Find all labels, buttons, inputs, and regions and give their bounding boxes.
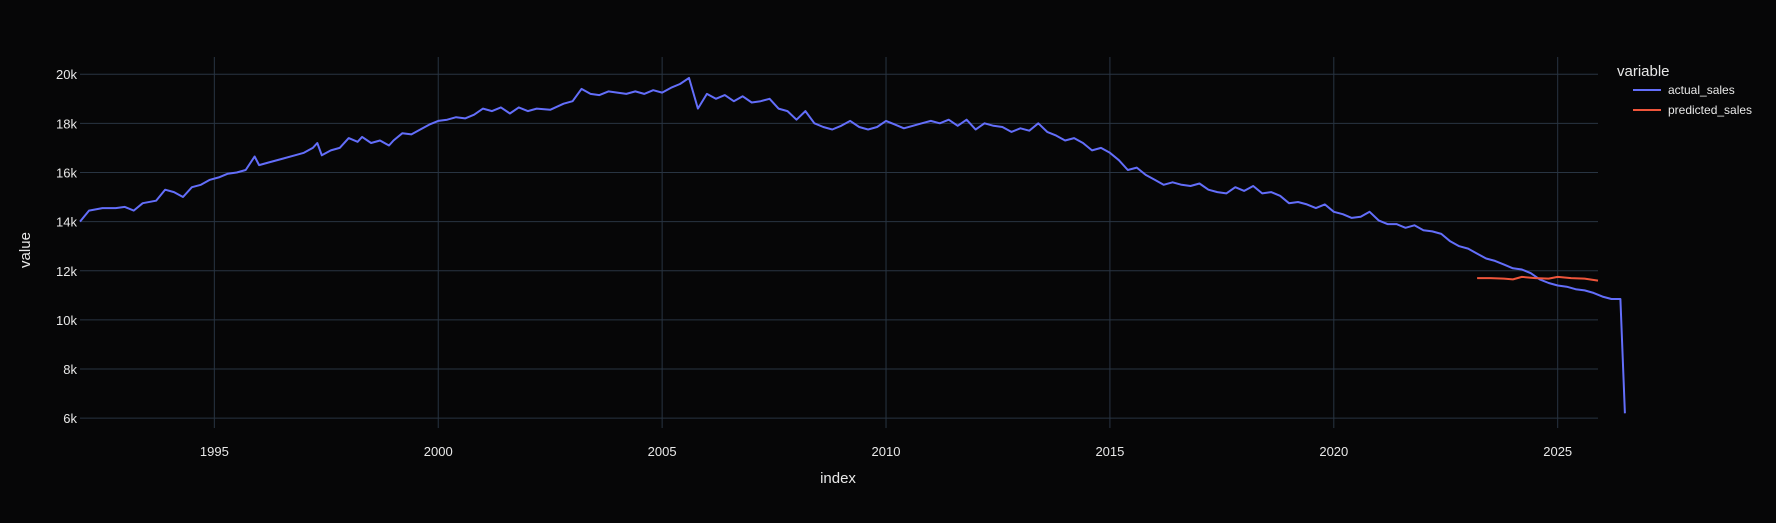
- legend-title: variable: [1617, 63, 1670, 80]
- x-axis-ticks: 1995 2000 2005 2010 2015 2020 2025: [200, 444, 1572, 459]
- y-tick-label: 10k: [56, 313, 77, 328]
- x-tick-label: 1995: [200, 444, 229, 459]
- x-tick-label: 2020: [1319, 444, 1348, 459]
- legend-label: predicted_sales: [1668, 103, 1752, 117]
- x-tick-label: 2005: [648, 444, 677, 459]
- legend-items: actual_sales predicted_sales: [1633, 83, 1752, 117]
- series-line-predicted-sales: [1477, 275, 1599, 282]
- x-tick-label: 2000: [424, 444, 453, 459]
- legend-item-predicted-sales[interactable]: predicted_sales: [1633, 103, 1752, 117]
- series-line-actual-sales: [79, 76, 1626, 414]
- y-tick-label: 14k: [56, 215, 77, 230]
- x-tick-label: 2015: [1095, 444, 1124, 459]
- x-axis-title: index: [820, 470, 856, 487]
- legend-item-actual-sales[interactable]: actual_sales: [1633, 83, 1735, 97]
- y-tick-label: 6k: [63, 411, 77, 426]
- y-tick-label: 16k: [56, 165, 77, 180]
- y-axis-title: value: [17, 232, 34, 268]
- legend-label: actual_sales: [1668, 83, 1735, 97]
- y-axis-ticks: 6k 8k 10k 12k 14k 16k 18k 20k: [56, 67, 77, 426]
- x-tick-label: 2025: [1543, 444, 1572, 459]
- grid: [80, 57, 1598, 428]
- legend: variable actual_sales predicted_sales: [1617, 63, 1752, 117]
- y-tick-label: 12k: [56, 264, 77, 279]
- x-tick-label: 2010: [872, 444, 901, 459]
- y-tick-label: 8k: [63, 362, 77, 377]
- series-layer: [79, 76, 1626, 414]
- y-tick-label: 18k: [56, 116, 77, 131]
- y-tick-label: 20k: [56, 67, 77, 82]
